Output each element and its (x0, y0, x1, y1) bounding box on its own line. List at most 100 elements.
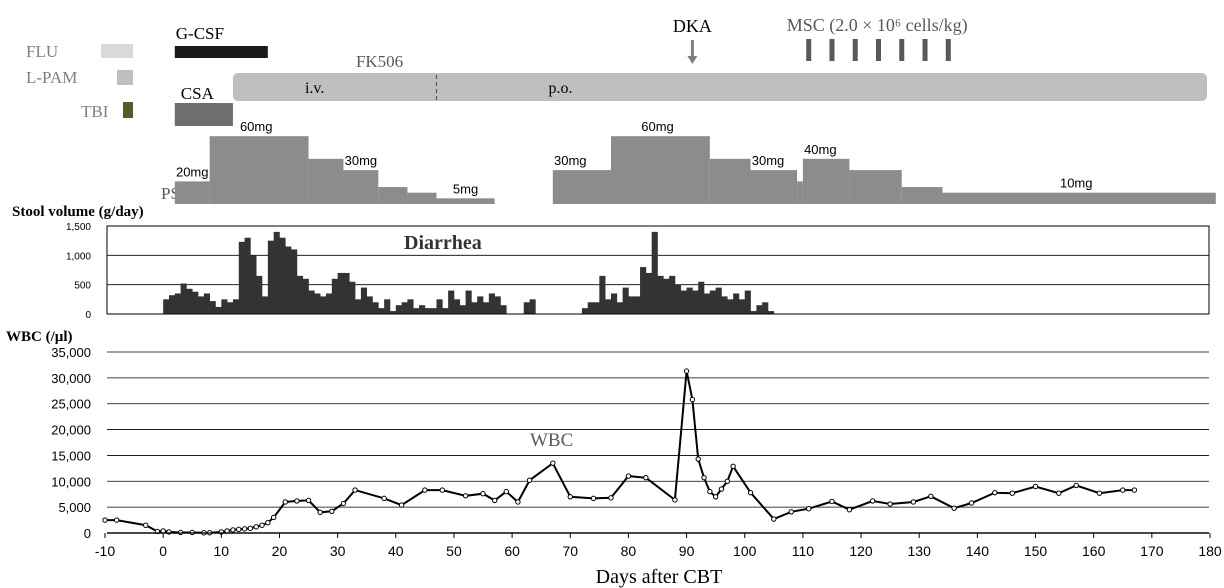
psl-dose-step (802, 158, 850, 204)
stool-bar (232, 299, 240, 314)
psl-dose-step (610, 136, 710, 204)
stool-bar (686, 287, 693, 314)
stool-bar (343, 272, 350, 314)
psl-dose-step (209, 136, 309, 204)
csa-label: CSA (181, 84, 215, 103)
stool-bar (483, 302, 490, 314)
wbc-y-tick-labels: 0 5,000 10,000 15,000 20,000 25,000 30,000 35,0… (51, 345, 91, 541)
wbc-y-tick-label: 15,000 (51, 448, 91, 463)
x-tick-label: 30 (330, 543, 346, 559)
stool-bar (419, 305, 426, 314)
stool-bar (669, 275, 676, 314)
psl-dose-steps (174, 136, 1216, 204)
gcsf-bar (174, 46, 268, 58)
wbc-data-point (515, 499, 521, 505)
psl-dose-step (750, 170, 798, 204)
wbc-data-point (567, 494, 573, 500)
wbc-data-point (968, 500, 975, 506)
tbi-label: TBI (81, 102, 109, 121)
msc-infusion-mark (806, 39, 812, 61)
stool-bar (698, 281, 705, 314)
x-tick-label: 20 (272, 543, 288, 559)
wbc-data-point (329, 508, 335, 514)
fk506-po-label: p.o. (549, 80, 573, 97)
stool-bar (326, 293, 333, 314)
stool-bar (733, 293, 740, 314)
msc-infusion-marks (806, 39, 951, 61)
wbc-data-point (1096, 490, 1103, 496)
stool-y-tick-label: 1,000 (66, 251, 91, 262)
wbc-data-point (1056, 490, 1062, 496)
stool-bar (203, 293, 210, 314)
stool-bar (238, 241, 245, 314)
wbc-data-point (846, 507, 853, 513)
stool-bar (331, 278, 338, 314)
psl-dose-step (552, 170, 611, 204)
psl-dose-label: 60mg (240, 119, 273, 134)
stool-bar (302, 278, 309, 314)
wbc-data-point (113, 517, 120, 523)
x-axis-title: Days after CBT (596, 566, 723, 588)
wbc-data-point (462, 493, 469, 499)
wbc-data-point (247, 525, 254, 532)
wbc-data-point (928, 493, 934, 499)
fk506-bar (232, 73, 1207, 101)
stool-y-tick-label: 1,500 (66, 222, 91, 233)
x-tick-label: 120 (849, 543, 873, 559)
wbc-data-point (294, 498, 300, 504)
stool-bar (186, 288, 193, 314)
wbc-data-point (491, 497, 498, 504)
x-tick-label: 60 (504, 543, 520, 559)
stool-bar (494, 296, 501, 314)
stool-bar (523, 302, 530, 314)
wbc-data-point (771, 516, 777, 522)
stool-bar (634, 296, 641, 314)
wbc-panel: WBC (/µl) WBC 0 5,000 10,000 15,000 20,000 25… (6, 329, 1222, 588)
psl-dose-label: 5mg (453, 181, 478, 196)
msc-label: MSC (2.0 × 10⁶ cells/kg) (787, 15, 968, 36)
stool-bar (738, 299, 746, 314)
wbc-data-point (340, 500, 347, 507)
stool-bar (605, 299, 612, 314)
wbc-data-point (259, 522, 265, 528)
stool-bar (459, 305, 466, 314)
stool-bar (296, 275, 304, 314)
wbc-data-point (788, 509, 794, 515)
wbc-data-point (806, 505, 812, 512)
stool-bar (413, 308, 420, 314)
stool-bar (657, 275, 664, 314)
flu-legend-swatch (101, 44, 133, 58)
stool-bar (314, 293, 321, 314)
wbc-data-point (712, 494, 719, 500)
wbc-data-point (253, 524, 259, 530)
csa-bar (174, 103, 233, 126)
wbc-data-point (398, 502, 405, 508)
wbc-data-point (608, 495, 614, 501)
stool-bar (645, 272, 652, 314)
wbc-data-point (829, 498, 835, 505)
wbc-data-point (1120, 487, 1126, 493)
stool-bar (291, 249, 298, 314)
stool-bar (215, 306, 222, 314)
psl-dose-label: 30mg (345, 153, 378, 168)
stool-bar (227, 302, 234, 314)
stool-bar (727, 299, 734, 314)
wbc-data-point (992, 489, 998, 496)
stool-bar (198, 296, 205, 314)
wbc-y-tick-label: 25,000 (51, 397, 91, 412)
stool-bar (442, 308, 449, 314)
wbc-data-point (381, 495, 387, 502)
x-tick-label: 170 (1140, 543, 1164, 559)
wbc-y-tick-label: 20,000 (51, 423, 91, 438)
wbc-series-points (102, 368, 1138, 536)
stool-bar (709, 290, 716, 314)
x-tick-label: 10 (214, 543, 230, 559)
msc-infusion-mark (922, 39, 928, 61)
wbc-data-point (951, 505, 957, 511)
treatment-timeline: G-CSF FK506 i.v. p.o. CSA DKA MSC (2.0 ×… (161, 15, 1216, 204)
x-tick-label: 140 (966, 543, 990, 559)
psl-dose-step (709, 158, 751, 204)
x-tick-label: 80 (621, 543, 637, 559)
stool-bar (756, 305, 763, 314)
